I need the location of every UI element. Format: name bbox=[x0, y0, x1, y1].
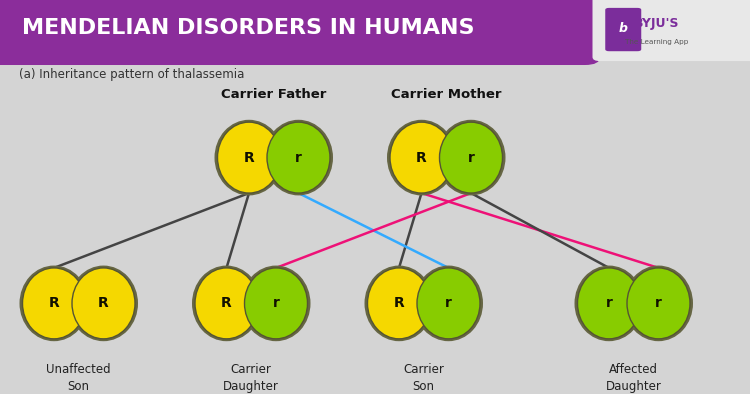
Text: Affected
Daughter: Affected Daughter bbox=[606, 363, 662, 393]
Text: R: R bbox=[49, 296, 59, 310]
Text: Carrier
Son: Carrier Son bbox=[404, 363, 444, 393]
Text: (a) Inheritance pattern of thalassemia: (a) Inheritance pattern of thalassemia bbox=[19, 69, 244, 81]
Ellipse shape bbox=[22, 268, 86, 339]
Text: Carrier Mother: Carrier Mother bbox=[391, 88, 502, 101]
Ellipse shape bbox=[578, 268, 640, 339]
Ellipse shape bbox=[364, 266, 434, 341]
Ellipse shape bbox=[264, 120, 333, 195]
Text: r: r bbox=[655, 296, 662, 310]
Ellipse shape bbox=[414, 266, 483, 341]
Ellipse shape bbox=[20, 266, 88, 341]
Ellipse shape bbox=[390, 122, 453, 193]
Ellipse shape bbox=[242, 266, 310, 341]
FancyBboxPatch shape bbox=[0, 0, 600, 65]
Ellipse shape bbox=[217, 122, 280, 193]
Text: R: R bbox=[244, 151, 254, 165]
Text: The Learning App: The Learning App bbox=[625, 39, 688, 45]
Text: Carrier
Daughter: Carrier Daughter bbox=[224, 363, 279, 393]
Ellipse shape bbox=[624, 266, 693, 341]
Text: r: r bbox=[295, 151, 302, 165]
Text: r: r bbox=[467, 151, 475, 165]
Ellipse shape bbox=[214, 120, 284, 195]
Ellipse shape bbox=[267, 122, 330, 193]
Text: BYJU'S: BYJU'S bbox=[634, 17, 679, 30]
Ellipse shape bbox=[69, 266, 138, 341]
Text: r: r bbox=[272, 296, 280, 310]
Text: b: b bbox=[619, 22, 628, 35]
Ellipse shape bbox=[368, 268, 430, 339]
Ellipse shape bbox=[440, 122, 503, 193]
Ellipse shape bbox=[436, 120, 506, 195]
Ellipse shape bbox=[72, 268, 135, 339]
Text: R: R bbox=[221, 296, 232, 310]
Ellipse shape bbox=[627, 268, 690, 339]
Ellipse shape bbox=[244, 268, 308, 339]
Ellipse shape bbox=[574, 266, 644, 341]
Text: R: R bbox=[394, 296, 404, 310]
Text: Unaffected
Son: Unaffected Son bbox=[46, 363, 111, 393]
Text: Carrier Father: Carrier Father bbox=[221, 88, 326, 101]
Text: r: r bbox=[445, 296, 452, 310]
FancyBboxPatch shape bbox=[592, 0, 750, 61]
FancyBboxPatch shape bbox=[605, 8, 641, 51]
Text: R: R bbox=[98, 296, 109, 310]
Ellipse shape bbox=[417, 268, 480, 339]
Text: r: r bbox=[605, 296, 613, 310]
Ellipse shape bbox=[387, 120, 456, 195]
Text: R: R bbox=[416, 151, 427, 165]
Ellipse shape bbox=[192, 266, 261, 341]
Text: MENDELIAN DISORDERS IN HUMANS: MENDELIAN DISORDERS IN HUMANS bbox=[22, 19, 475, 38]
Ellipse shape bbox=[195, 268, 258, 339]
